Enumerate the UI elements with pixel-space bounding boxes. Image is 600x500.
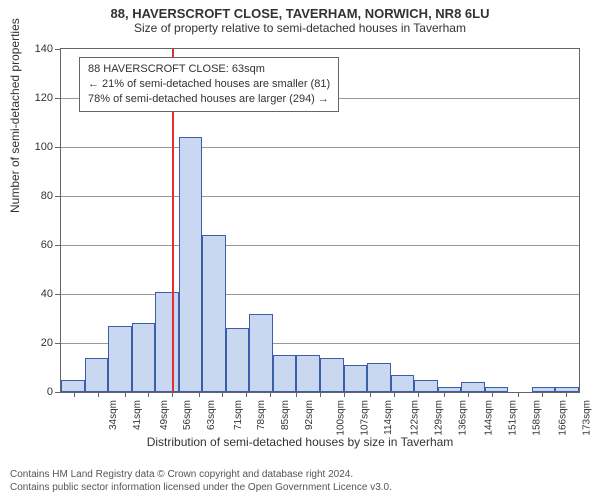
x-tick-mark — [492, 392, 493, 397]
x-tick-mark — [370, 392, 371, 397]
histogram-bar — [367, 363, 391, 392]
x-tick-label: 71sqm — [233, 400, 244, 430]
histogram-bar — [438, 387, 462, 392]
histogram-bar — [273, 355, 297, 392]
histogram-bar — [296, 355, 320, 392]
grid-line — [61, 245, 579, 246]
info-line-1: 88 HAVERSCROFT CLOSE: 63sqm — [88, 62, 330, 77]
histogram-bar — [179, 137, 203, 392]
x-tick-label: 173sqm — [582, 400, 593, 436]
y-tick-label: 0 — [25, 386, 53, 398]
x-tick-label: 56sqm — [182, 400, 193, 430]
x-tick-label: 92sqm — [304, 400, 315, 430]
histogram-bar — [132, 323, 156, 392]
x-tick-mark — [444, 392, 445, 397]
y-axis-label: Number of semi-detached properties — [8, 18, 22, 213]
x-tick-label: 158sqm — [531, 400, 542, 436]
plot-area: 88 HAVERSCROFT CLOSE: 63sqm ← 21% of sem… — [60, 48, 580, 393]
x-tick-mark — [148, 392, 149, 397]
info-box: 88 HAVERSCROFT CLOSE: 63sqm ← 21% of sem… — [79, 57, 339, 112]
x-axis-label: Distribution of semi-detached houses by … — [0, 435, 600, 449]
histogram-bar — [61, 380, 85, 392]
y-tick-mark — [55, 196, 60, 197]
histogram-bar — [202, 235, 226, 392]
x-tick-mark — [542, 392, 543, 397]
x-tick-mark — [222, 392, 223, 397]
x-tick-mark — [344, 392, 345, 397]
x-tick-mark — [394, 392, 395, 397]
histogram-bar — [226, 328, 250, 392]
chart-title: 88, HAVERSCROFT CLOSE, TAVERHAM, NORWICH… — [0, 0, 600, 21]
x-tick-mark — [518, 392, 519, 397]
x-tick-mark — [98, 392, 99, 397]
y-tick-mark — [55, 49, 60, 50]
y-tick-label: 140 — [25, 43, 53, 55]
histogram-bar — [555, 387, 579, 392]
x-tick-label: 151sqm — [508, 400, 519, 436]
histogram-bar — [85, 358, 109, 392]
histogram-bar — [108, 326, 132, 392]
x-tick-mark — [172, 392, 173, 397]
y-tick-label: 120 — [25, 92, 53, 104]
histogram-bar — [461, 382, 485, 392]
x-tick-label: 41sqm — [132, 400, 143, 430]
y-tick-mark — [55, 392, 60, 393]
x-tick-mark — [296, 392, 297, 397]
y-tick-mark — [55, 147, 60, 148]
histogram-bar — [532, 387, 556, 392]
x-tick-label: 122sqm — [410, 400, 421, 436]
x-tick-label: 78sqm — [256, 400, 267, 430]
histogram-bar — [155, 292, 179, 392]
histogram-bar — [391, 375, 415, 392]
x-tick-label: 166sqm — [558, 400, 569, 436]
y-tick-mark — [55, 98, 60, 99]
x-tick-mark — [125, 392, 126, 397]
histogram-container: 88, HAVERSCROFT CLOSE, TAVERHAM, NORWICH… — [0, 0, 600, 500]
footer-line-1: Contains HM Land Registry data © Crown c… — [10, 469, 590, 482]
histogram-bar — [485, 387, 509, 392]
x-tick-label: 34sqm — [108, 400, 119, 430]
footer-line-2: Contains public sector information licen… — [10, 482, 590, 495]
x-tick-label: 144sqm — [484, 400, 495, 436]
x-tick-label: 129sqm — [434, 400, 445, 436]
x-tick-label: 107sqm — [360, 400, 371, 436]
y-tick-mark — [55, 294, 60, 295]
x-tick-mark — [566, 392, 567, 397]
grid-line — [61, 196, 579, 197]
x-tick-label: 114sqm — [382, 400, 393, 435]
footer-text: Contains HM Land Registry data © Crown c… — [10, 469, 590, 494]
histogram-bar — [414, 380, 438, 392]
histogram-bar — [344, 365, 368, 392]
x-tick-label: 85sqm — [280, 400, 291, 430]
y-tick-label: 80 — [25, 190, 53, 202]
x-tick-mark — [320, 392, 321, 397]
y-tick-label: 100 — [25, 141, 53, 153]
grid-line — [61, 294, 579, 295]
x-tick-label: 136sqm — [457, 400, 468, 436]
y-tick-label: 60 — [25, 239, 53, 251]
x-tick-mark — [270, 392, 271, 397]
histogram-bar — [249, 314, 273, 392]
x-tick-label: 100sqm — [336, 400, 347, 436]
x-tick-mark — [468, 392, 469, 397]
y-tick-label: 40 — [25, 288, 53, 300]
y-tick-mark — [55, 343, 60, 344]
x-tick-mark — [418, 392, 419, 397]
histogram-bar — [320, 358, 344, 392]
x-tick-label: 49sqm — [159, 400, 170, 430]
x-tick-mark — [199, 392, 200, 397]
y-tick-label: 20 — [25, 337, 53, 349]
x-tick-mark — [74, 392, 75, 397]
x-tick-label: 63sqm — [206, 400, 217, 430]
info-line-3: 78% of semi-detached houses are larger (… — [88, 92, 330, 107]
info-line-2: ← 21% of semi-detached houses are smalle… — [88, 77, 330, 92]
y-tick-mark — [55, 245, 60, 246]
x-tick-mark — [246, 392, 247, 397]
grid-line — [61, 147, 579, 148]
chart-subtitle: Size of property relative to semi-detach… — [0, 21, 600, 39]
